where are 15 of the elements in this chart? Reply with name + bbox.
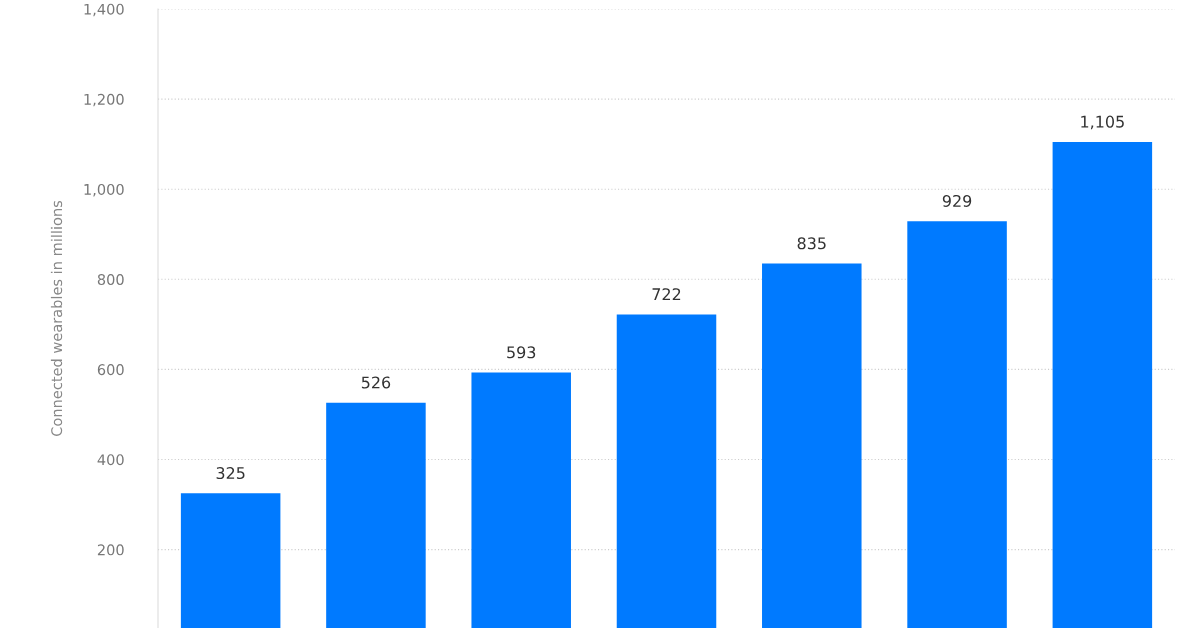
data-label: 835 <box>797 237 826 250</box>
y-tick-label: 600 <box>97 364 124 376</box>
data-label: 593 <box>507 346 536 359</box>
y-tick-label: 400 <box>97 454 124 466</box>
y-tick-label: 1,400 <box>84 3 124 17</box>
data-label: 325 <box>216 467 245 480</box>
data-label: 1,105 <box>1081 115 1124 130</box>
y-axis-title: Connected wearables in millions <box>50 200 63 436</box>
data-label: 929 <box>942 194 972 207</box>
y-tick-label: 1,200 <box>84 93 124 107</box>
y-tick-label: 200 <box>97 544 124 556</box>
y-tick-label: 1,000 <box>84 183 124 197</box>
y-tick-label: 800 <box>97 274 124 286</box>
data-label: 526 <box>361 376 391 389</box>
data-label: 722 <box>652 288 681 301</box>
